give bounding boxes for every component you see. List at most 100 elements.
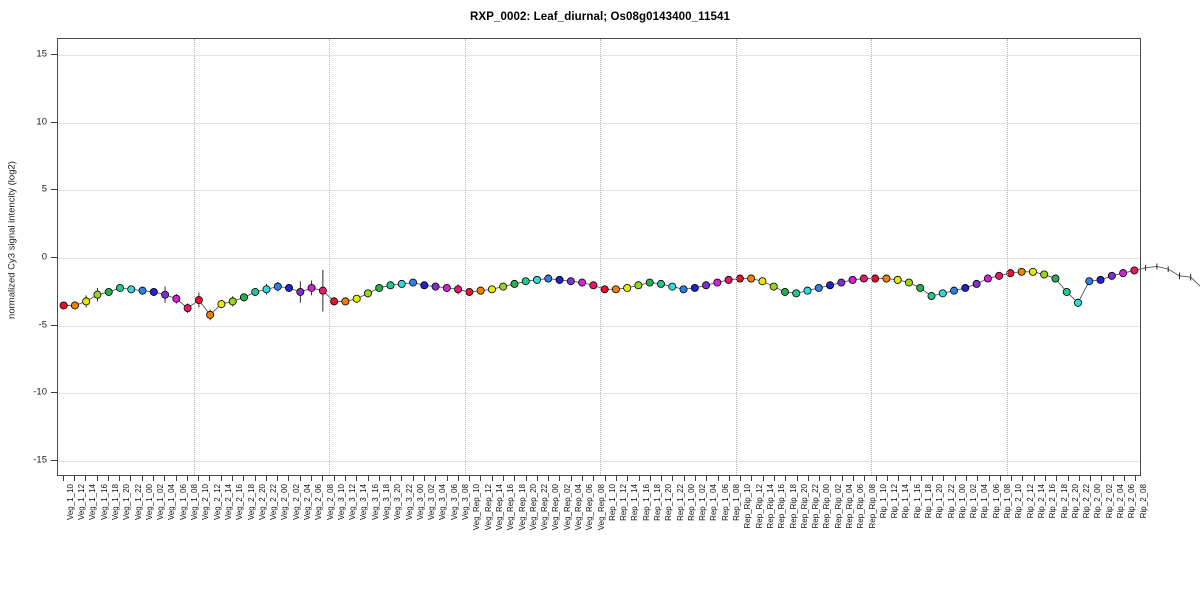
data-point-marker bbox=[1085, 277, 1094, 286]
x-axis-tick-mark bbox=[152, 476, 154, 481]
x-axis-tick-label: Veg_3_06 bbox=[449, 484, 459, 521]
data-point-marker bbox=[239, 293, 248, 302]
data-point-marker bbox=[533, 275, 542, 284]
x-axis-tick-mark bbox=[1090, 476, 1092, 481]
x-axis-tick-mark bbox=[841, 476, 843, 481]
x-axis-tick-mark bbox=[954, 476, 956, 481]
data-point-marker bbox=[409, 278, 418, 287]
x-axis-tick-mark bbox=[615, 476, 617, 481]
data-point-marker bbox=[285, 283, 294, 292]
data-point-marker bbox=[206, 310, 215, 319]
data-point-marker bbox=[769, 282, 778, 291]
x-axis-tick-label: Veg_2_04 bbox=[302, 484, 312, 521]
data-point-marker bbox=[826, 281, 835, 290]
data-point-marker bbox=[352, 294, 361, 303]
x-axis-tick-mark bbox=[1124, 476, 1126, 481]
gridline-horizontal bbox=[58, 55, 1140, 57]
data-point-marker bbox=[476, 286, 485, 295]
x-axis-tick-mark bbox=[672, 476, 674, 481]
x-axis-tick-label: Veg_1_20 bbox=[122, 484, 132, 521]
x-axis-tick-label: Rep_1_02 bbox=[698, 484, 708, 521]
x-axis-tick-label: Veg_2_12 bbox=[212, 484, 222, 521]
x-axis-tick-label: Veg_3_20 bbox=[393, 484, 403, 521]
x-axis-tick-mark bbox=[570, 476, 572, 481]
data-point-marker bbox=[758, 277, 767, 286]
x-axis-tick-mark bbox=[1112, 476, 1114, 481]
x-axis-tick-label: Veg_2_06 bbox=[314, 484, 324, 521]
x-axis-tick-mark bbox=[73, 476, 75, 481]
data-point-marker bbox=[251, 288, 260, 296]
data-point-marker bbox=[1028, 267, 1037, 276]
x-axis-tick-label: Veg_Rep_18 bbox=[517, 484, 527, 531]
x-axis-tick-mark bbox=[886, 476, 888, 481]
data-point-marker bbox=[645, 278, 654, 287]
data-point-marker bbox=[510, 279, 519, 288]
data-point-marker bbox=[589, 281, 598, 290]
x-axis-tick-label: Veg_1_10 bbox=[65, 484, 75, 521]
data-point-marker bbox=[927, 292, 936, 301]
x-axis-tick-label: Veg_Rep_12 bbox=[483, 484, 493, 531]
data-point-marker bbox=[262, 285, 271, 294]
group-separator-line bbox=[193, 39, 195, 475]
x-axis-tick-mark bbox=[288, 476, 290, 481]
x-axis-tick-mark bbox=[988, 476, 990, 481]
x-axis-tick-mark bbox=[740, 476, 742, 481]
x-axis-tick-label: Rip_1_20 bbox=[935, 484, 945, 519]
data-point-marker bbox=[837, 278, 846, 287]
x-axis-tick-label: Veg_1_04 bbox=[167, 484, 177, 521]
data-point-marker bbox=[1130, 266, 1139, 275]
x-axis-tick-mark bbox=[977, 476, 979, 481]
x-axis-tick-marks bbox=[57, 476, 1141, 483]
x-axis-tick-label: Rip_2_10 bbox=[1014, 484, 1024, 519]
x-axis-tick-mark bbox=[751, 476, 753, 481]
data-point-marker bbox=[82, 297, 91, 306]
x-axis-tick-label: Veg_1_02 bbox=[156, 484, 166, 521]
x-axis-tick-mark bbox=[807, 476, 809, 481]
x-axis-tick-mark bbox=[661, 476, 663, 481]
data-point-marker bbox=[431, 282, 440, 291]
x-axis-tick-mark bbox=[717, 476, 719, 481]
y-axis-tick-mark bbox=[51, 54, 57, 56]
x-axis-tick-mark bbox=[96, 476, 98, 481]
x-axis-tick-mark bbox=[107, 476, 109, 481]
data-point-marker bbox=[93, 290, 102, 299]
x-axis-tick-mark bbox=[1011, 476, 1013, 481]
x-axis-tick-label: Veg_3_04 bbox=[438, 484, 448, 521]
data-point-marker bbox=[904, 278, 913, 287]
gridline-horizontal bbox=[58, 258, 1140, 259]
data-point-marker bbox=[363, 289, 372, 298]
x-axis-tick-label: Rip_2_20 bbox=[1070, 484, 1080, 519]
x-axis-tick-mark bbox=[604, 476, 606, 481]
x-axis-tick-label: Veg_Rep_22 bbox=[540, 484, 550, 531]
group-separator-line bbox=[464, 39, 466, 475]
x-axis-tick-mark bbox=[299, 476, 301, 481]
y-axis-tick-mark bbox=[51, 324, 57, 326]
x-axis-tick-mark bbox=[819, 476, 821, 481]
data-point-marker bbox=[454, 285, 463, 294]
x-axis-tick-label: Rip_2_08 bbox=[1138, 484, 1148, 519]
x-axis-tick-mark bbox=[311, 476, 313, 481]
x-axis-tick-mark bbox=[706, 476, 708, 481]
x-axis-tick-label: Veg_Rep_16 bbox=[506, 484, 516, 531]
data-point-marker bbox=[161, 290, 170, 299]
x-axis-tick-mark bbox=[1101, 476, 1103, 481]
data-point-marker bbox=[724, 275, 733, 284]
x-axis-tick-mark bbox=[830, 476, 832, 481]
gridline-horizontal bbox=[58, 393, 1140, 395]
y-axis-tick-label: -10 bbox=[33, 386, 47, 398]
data-point-marker bbox=[1062, 288, 1071, 296]
data-point-marker bbox=[307, 283, 316, 292]
x-axis-tick-mark bbox=[932, 476, 934, 481]
x-axis-tick-label: Veg_1_18 bbox=[111, 484, 120, 521]
x-axis-tick-label: Rip_2_02 bbox=[1104, 484, 1114, 519]
gridline-horizontal bbox=[58, 325, 1140, 327]
x-axis-tick-mark bbox=[683, 476, 685, 481]
chart-title: RXP_0002: Leaf_diurnal; Os08g0143400_115… bbox=[470, 11, 730, 23]
y-axis-tick-mark bbox=[51, 189, 57, 191]
x-axis-tick-mark bbox=[480, 476, 482, 481]
x-axis-tick-label: Veg_1_12 bbox=[77, 484, 87, 521]
x-axis-tick-label: Rep_Rip_08 bbox=[867, 484, 877, 529]
x-axis-tick-label: Rep_1_14 bbox=[630, 484, 640, 521]
x-axis-tick-label: Veg_3_02 bbox=[427, 484, 437, 521]
